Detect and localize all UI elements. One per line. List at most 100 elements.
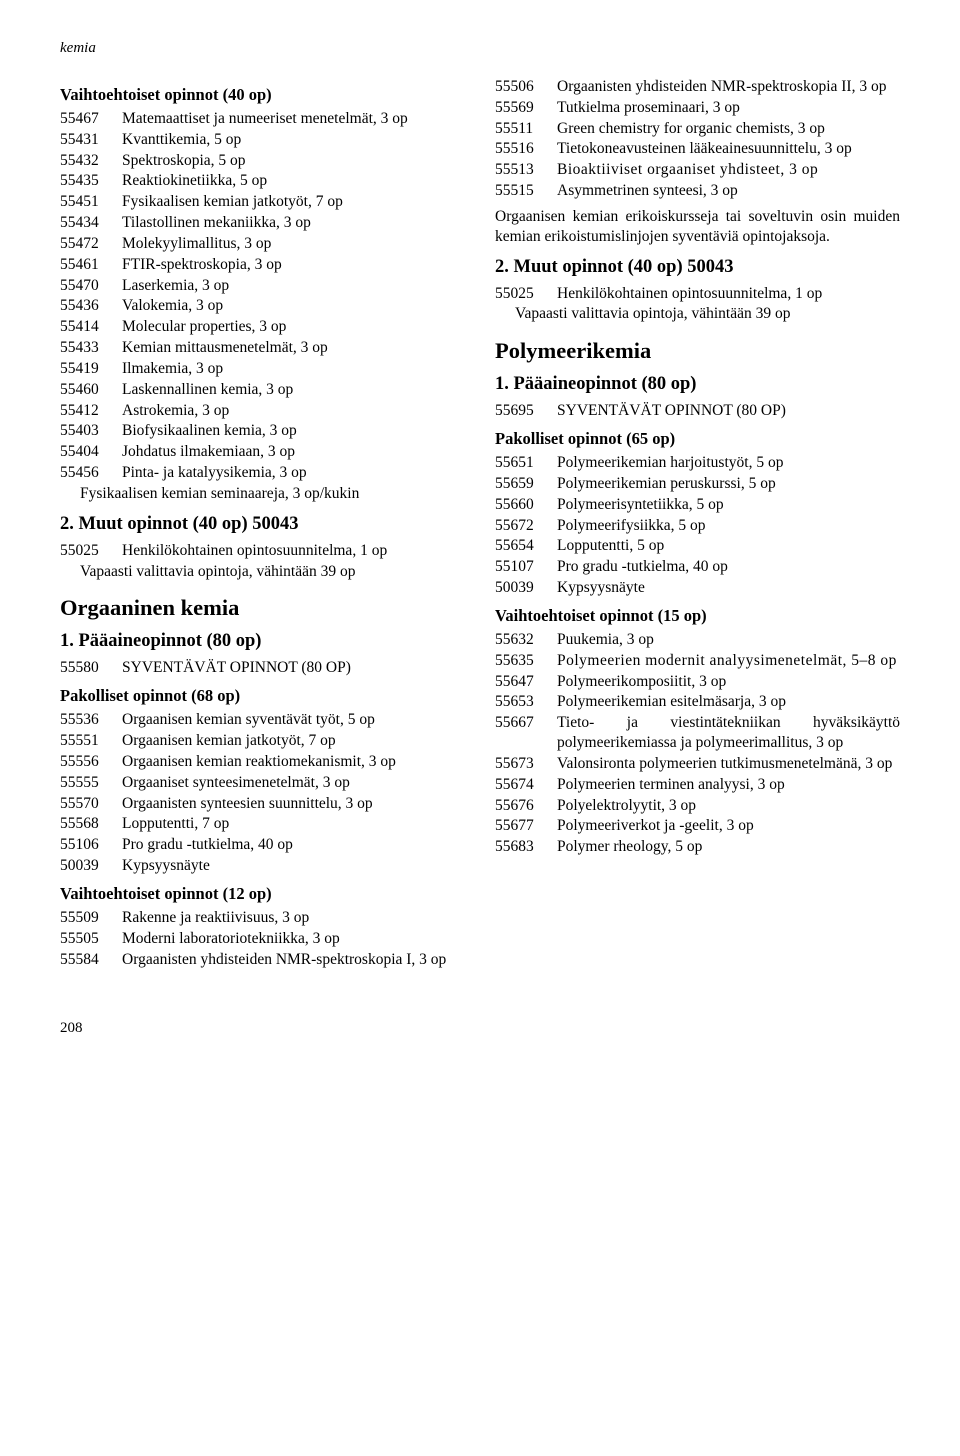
course-label: Spektroskopia, 5 op xyxy=(122,151,465,171)
course-label: Tilastollinen mekaniikka, 3 op xyxy=(122,213,465,233)
course-entry: 55433Kemian mittausmenetelmät, 3 op xyxy=(60,338,465,358)
course-label: Orgaanisten yhdisteiden NMR-spektroskopi… xyxy=(557,77,900,97)
course-code: 50039 xyxy=(495,578,557,598)
course-code: 55451 xyxy=(60,192,122,212)
course-code: 55461 xyxy=(60,255,122,275)
course-entry: 55412Astrokemia, 3 op xyxy=(60,401,465,421)
course-code: 55569 xyxy=(495,98,557,118)
course-code: 55456 xyxy=(60,463,122,483)
course-code: 55555 xyxy=(60,773,122,793)
course-entry: 55432Spektroskopia, 5 op xyxy=(60,151,465,171)
course-entry: 55470Laserkemia, 3 op xyxy=(60,276,465,296)
course-entry: 55632Puukemia, 3 op xyxy=(495,630,900,650)
course-entry: 55107Pro gradu -tutkielma, 40 op xyxy=(495,557,900,577)
course-label: Kemian mittausmenetelmät, 3 op xyxy=(122,338,465,358)
course-entry: 55403Biofysikaalinen kemia, 3 op xyxy=(60,421,465,441)
course-label: Biofysikaalinen kemia, 3 op xyxy=(122,421,465,441)
course-entry: 55653Polymeerikemian esitelmäsarja, 3 op xyxy=(495,692,900,712)
muut40b-after: Vapaasti valittavia opintoja, vähintään … xyxy=(495,304,900,324)
course-entry: 55654Lopputentti, 5 op xyxy=(495,536,900,556)
course-code: 55431 xyxy=(60,130,122,150)
heading-vaihto12: Vaihtoehtoiset opinnot (12 op) xyxy=(60,884,465,904)
course-label: Polymeerien modernit analyysimenetelmät,… xyxy=(557,651,900,671)
course-code: 55677 xyxy=(495,816,557,836)
course-entry: 50039Kypsyysnäyte xyxy=(60,856,465,876)
course-label: Polymeeriverkot ja -geelit, 3 op xyxy=(557,816,900,836)
course-entry: 55556Orgaanisen kemian reaktiomekanismit… xyxy=(60,752,465,772)
course-label: Polymeerikemian peruskurssi, 5 op xyxy=(557,474,900,494)
course-entry: 55513Bioaktiiviset orgaaniset yhdisteet,… xyxy=(495,160,900,180)
course-entry: 55451Fysikaalisen kemian jatkotyöt, 7 op xyxy=(60,192,465,212)
course-code: 55470 xyxy=(60,276,122,296)
course-label: Ilmakemia, 3 op xyxy=(122,359,465,379)
course-code: 55516 xyxy=(495,139,557,159)
course-label: Polymeerisyntetiikka, 5 op xyxy=(557,495,900,515)
course-entry: 55569Tutkielma proseminaari, 3 op xyxy=(495,98,900,118)
course-entry: 55580 SYVENTÄVÄT OPINNOT (80 OP) xyxy=(60,658,465,678)
course-label: Pro gradu -tutkielma, 40 op xyxy=(122,835,465,855)
course-code: 55676 xyxy=(495,796,557,816)
course-code: 55635 xyxy=(495,651,557,671)
course-entry: 55460Laskennallinen kemia, 3 op xyxy=(60,380,465,400)
course-code: 55654 xyxy=(495,536,557,556)
heading-orgaaninen: Orgaaninen kemia xyxy=(60,595,465,621)
heading-muut40: 2. Muut opinnot (40 op) 50043 xyxy=(60,514,465,535)
course-code: 55433 xyxy=(60,338,122,358)
course-entry: 55695 SYVENTÄVÄT OPINNOT (80 OP) xyxy=(495,401,900,421)
course-entry: 55683Polymer rheology, 5 op xyxy=(495,837,900,857)
course-label: Johdatus ilmakemiaan, 3 op xyxy=(122,442,465,462)
course-label: Pro gradu -tutkielma, 40 op xyxy=(557,557,900,577)
course-code: 55551 xyxy=(60,731,122,751)
course-code: 55025 xyxy=(495,284,557,304)
heading-paa80b: 1. Pääaineopinnot (80 op) xyxy=(495,374,900,395)
heading-pak65: Pakolliset opinnot (65 op) xyxy=(495,429,900,449)
course-code: 55404 xyxy=(60,442,122,462)
course-label: Orgaanisten synteesien suunnittelu, 3 op xyxy=(122,794,465,814)
course-label: Reaktiokinetiikka, 5 op xyxy=(122,171,465,191)
course-entry: 50039Kypsyysnäyte xyxy=(495,578,900,598)
right-column: 55506Orgaanisten yhdisteiden NMR-spektro… xyxy=(495,77,900,970)
course-label: Tietokoneavusteinen lääkeainesuunnittelu… xyxy=(557,139,900,159)
course-label: Polyelektrolyytit, 3 op xyxy=(557,796,900,816)
course-label: Laserkemia, 3 op xyxy=(122,276,465,296)
course-code: 55667 xyxy=(495,713,557,753)
course-label: Laskennallinen kemia, 3 op xyxy=(122,380,465,400)
course-label: Fysikaalisen kemian jatkotyöt, 7 op xyxy=(122,192,465,212)
course-label: Kypsyysnäyte xyxy=(557,578,900,598)
course-entry: 55672Polymeerifysiikka, 5 op xyxy=(495,516,900,536)
page-number: 208 xyxy=(60,1020,900,1037)
course-entry: 55677Polymeeriverkot ja -geelit, 3 op xyxy=(495,816,900,836)
course-label: Orgaanisten yhdisteiden NMR-spektroskopi… xyxy=(122,950,465,970)
course-label: Polymeerikemian harjoitustyöt, 5 op xyxy=(557,453,900,473)
course-label: Rakenne ja reaktiivisuus, 3 op xyxy=(122,908,465,928)
course-entry: 55667Tieto- ja viestintätekniikan hyväks… xyxy=(495,713,900,753)
course-code: 55436 xyxy=(60,296,122,316)
course-entry: 55584Orgaanisten yhdisteiden NMR-spektro… xyxy=(60,950,465,970)
course-entry: 55435Reaktiokinetiikka, 5 op xyxy=(60,171,465,191)
course-label: Lopputentti, 7 op xyxy=(122,814,465,834)
course-label: Matemaattiset ja numeeriset menetelmät, … xyxy=(122,109,465,129)
left-column: Vaihtoehtoiset opinnot (40 op) 55467Mate… xyxy=(60,77,465,970)
course-entry: 55659Polymeerikemian peruskurssi, 5 op xyxy=(495,474,900,494)
course-entry: 55674Polymeerien terminen analyysi, 3 op xyxy=(495,775,900,795)
course-entry: 55025 Henkilökohtainen opintosuunnitelma… xyxy=(495,284,900,304)
course-code: 55432 xyxy=(60,151,122,171)
course-entry: 55434Tilastollinen mekaniikka, 3 op xyxy=(60,213,465,233)
course-code: 55674 xyxy=(495,775,557,795)
course-label: Orgaanisen kemian jatkotyöt, 7 op xyxy=(122,731,465,751)
course-code: 55536 xyxy=(60,710,122,730)
course-code: 55683 xyxy=(495,837,557,857)
course-entry: 55472Molekyylimallitus, 3 op xyxy=(60,234,465,254)
course-code: 55511 xyxy=(495,119,557,139)
course-label: Asymmetrinen synteesi, 3 op xyxy=(557,181,900,201)
course-code: 55509 xyxy=(60,908,122,928)
course-label: Polymeerifysiikka, 5 op xyxy=(557,516,900,536)
course-label: Pinta- ja katalyysikemia, 3 op xyxy=(122,463,465,483)
course-label: Moderni laboratoriotekniikka, 3 op xyxy=(122,929,465,949)
course-code: 55513 xyxy=(495,160,557,180)
heading-vaihto15: Vaihtoehtoiset opinnot (15 op) xyxy=(495,606,900,626)
course-label: Polymer rheology, 5 op xyxy=(557,837,900,857)
course-entry: 55505Moderni laboratoriotekniikka, 3 op xyxy=(60,929,465,949)
course-entry: 55515Asymmetrinen synteesi, 3 op xyxy=(495,181,900,201)
course-code: 55505 xyxy=(60,929,122,949)
